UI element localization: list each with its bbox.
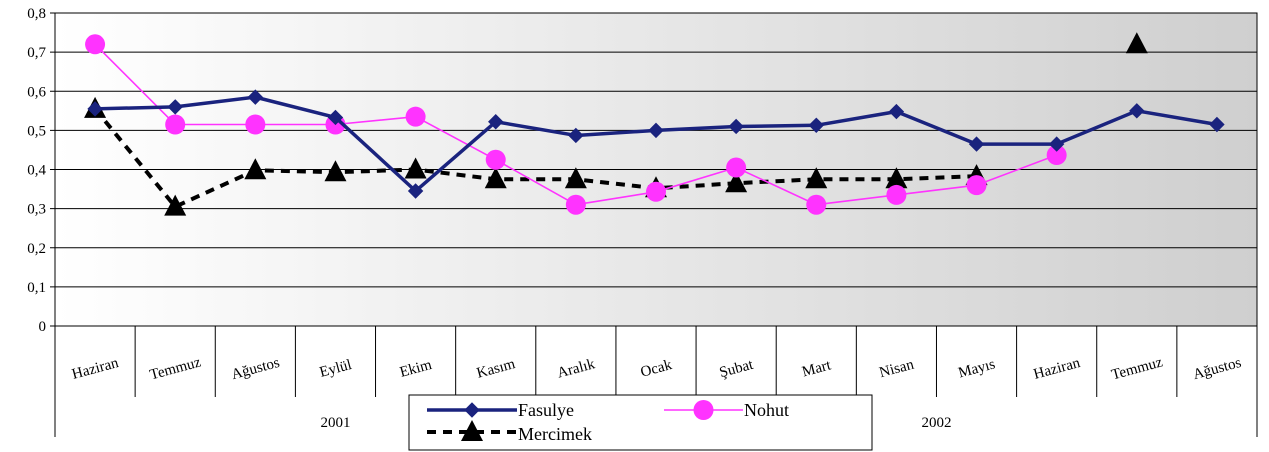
mercimek-triangle-point bbox=[1125, 32, 1148, 54]
nohut-circle-point bbox=[85, 34, 106, 55]
legend-fasulye-diamond-point bbox=[464, 402, 480, 418]
series-layer bbox=[84, 32, 1225, 216]
nohut-circle-point bbox=[966, 175, 987, 196]
x-category-label: Mayıs bbox=[957, 356, 998, 381]
year-label: 2001 bbox=[320, 415, 350, 431]
x-category-label: Haziran bbox=[1032, 355, 1082, 383]
legend-mercimek-triangle-point bbox=[461, 420, 483, 441]
fasulye-diamond-point bbox=[1209, 116, 1225, 133]
fasulye-diamond-point bbox=[407, 183, 424, 199]
fasulye-diamond-point bbox=[247, 89, 264, 105]
fasulye-diamond-point bbox=[327, 109, 344, 126]
x-category-label: Temmuz bbox=[1110, 354, 1165, 383]
nohut-circle-point bbox=[646, 181, 666, 202]
y-tick-label: 0 bbox=[39, 319, 47, 335]
x-category-label: Eylül bbox=[318, 357, 354, 381]
mercimek-triangle-point bbox=[725, 171, 748, 193]
nohut-circle-point bbox=[726, 157, 747, 178]
y-tick-label: 0,2 bbox=[27, 241, 46, 257]
mercimek-triangle-point bbox=[244, 158, 267, 180]
y-tick-label: 0,1 bbox=[27, 280, 46, 296]
fasulye-diamond-point bbox=[888, 103, 905, 120]
legend-box bbox=[408, 394, 873, 451]
nohut-circle-point bbox=[565, 194, 586, 215]
fasulye-diamond-point bbox=[1129, 103, 1145, 119]
x-category-label: Aralık bbox=[556, 356, 598, 382]
fasulye-diamond-point bbox=[167, 99, 183, 115]
nohut-circle-point bbox=[245, 114, 266, 135]
legend-nohut-circle-point bbox=[693, 400, 714, 420]
mercimek-triangle-point bbox=[164, 194, 187, 216]
series-fasulye bbox=[87, 89, 1225, 199]
y-tick-label: 0,5 bbox=[27, 123, 46, 139]
x-category-label: Ocak bbox=[639, 357, 674, 381]
nohut-circle-point bbox=[886, 184, 907, 205]
nohut-circle-point bbox=[405, 106, 426, 127]
mercimek-triangle-point bbox=[404, 157, 427, 179]
y-tick-label: 0,3 bbox=[27, 202, 46, 218]
x-category-label: Kasım bbox=[475, 356, 517, 382]
y-tick-label: 0,8 bbox=[27, 6, 46, 22]
x-category-label: Ekim bbox=[398, 357, 434, 381]
x-category-label: Haziran bbox=[70, 355, 120, 383]
x-category-label: Ağustos bbox=[230, 355, 282, 383]
x-category-label: Mart bbox=[800, 357, 833, 380]
legend-item-nohut: Nohut bbox=[664, 400, 789, 420]
mercimek-triangle-point bbox=[885, 167, 908, 189]
x-category-label: Temmuz bbox=[148, 354, 203, 383]
legend-item-mercimek: Mercimek bbox=[427, 420, 592, 444]
nohut-circle-point bbox=[806, 194, 827, 215]
legend-item-fasulye: Fasulye bbox=[427, 400, 574, 420]
y-tick-label: 0,6 bbox=[27, 84, 46, 100]
legend-label-fasulye: Fasulye bbox=[518, 400, 574, 420]
fasulye-diamond-point bbox=[968, 136, 985, 152]
fasulye-diamond-point bbox=[808, 117, 824, 133]
y-tick-label: 0,7 bbox=[27, 45, 46, 61]
mercimek-triangle-point bbox=[564, 167, 587, 189]
legend: Fasulye Nohut Mercimek bbox=[408, 394, 873, 451]
fasulye-diamond-point bbox=[488, 114, 504, 130]
legend-label-mercimek: Mercimek bbox=[518, 424, 592, 444]
fasulye-diamond-point bbox=[728, 118, 744, 135]
fasulye-diamond-point bbox=[1048, 136, 1065, 152]
fasulye-diamond-point bbox=[568, 127, 584, 144]
mercimek-triangle-point bbox=[484, 167, 507, 189]
series-nohut bbox=[85, 34, 1067, 215]
mercimek-triangle-point bbox=[324, 160, 347, 182]
legend-label-nohut: Nohut bbox=[744, 400, 789, 420]
nohut-circle-point bbox=[1046, 145, 1067, 166]
fasulye-diamond-point bbox=[648, 122, 664, 139]
x-category-label: Nisan bbox=[878, 357, 916, 382]
nohut-circle-point bbox=[485, 149, 506, 170]
year-label: 2002 bbox=[921, 415, 951, 431]
mercimek-triangle-point bbox=[805, 167, 828, 189]
x-category-label: Ağustos bbox=[1191, 355, 1243, 383]
nohut-circle-point bbox=[165, 114, 186, 135]
x-category-label: Şubat bbox=[718, 357, 756, 382]
y-tick-label: 0,4 bbox=[27, 163, 46, 179]
series-line-mercimek bbox=[93, 107, 977, 209]
fasulye-diamond-point bbox=[87, 101, 103, 117]
